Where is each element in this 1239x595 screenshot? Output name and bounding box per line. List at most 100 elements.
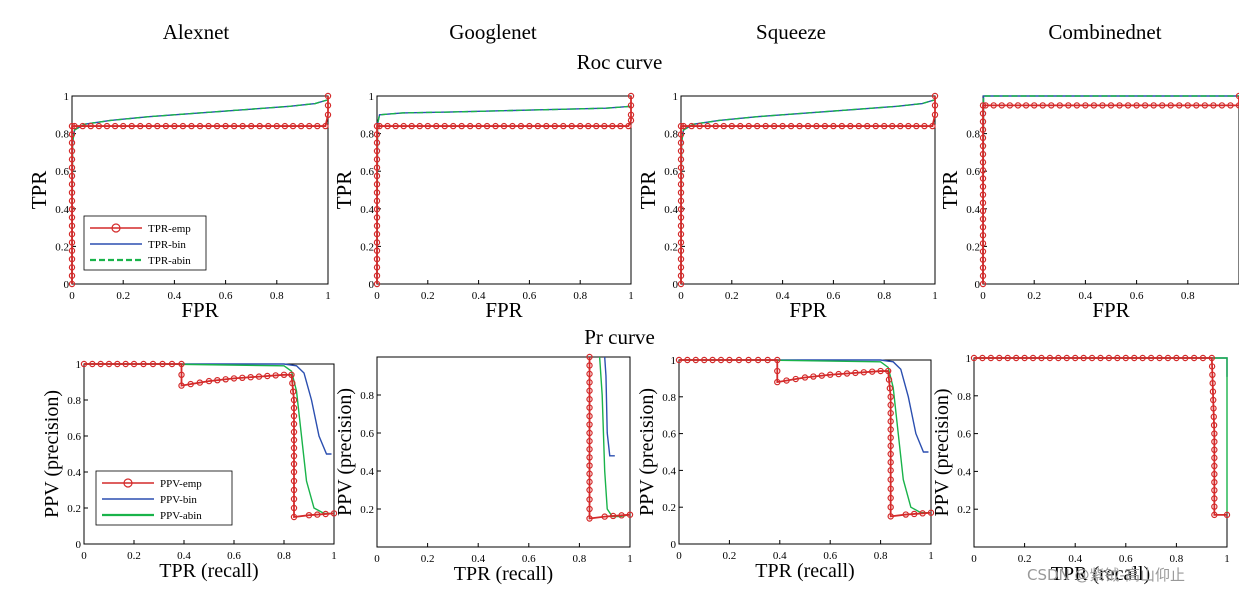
legend-label-abin: PPV-abin: [160, 510, 202, 522]
series-marker-emp: [1201, 102, 1209, 109]
series-marker-emp: [701, 356, 708, 364]
series-marker-emp: [373, 247, 381, 254]
series-marker-emp: [998, 102, 1005, 109]
series-marker-emp: [384, 122, 391, 130]
series-marker-emp: [586, 486, 593, 494]
series-marker-emp: [179, 122, 187, 130]
series-marker-emp: [1124, 102, 1132, 109]
series-marker-emp: [677, 164, 685, 171]
y-axis-label: PPV (precision): [636, 388, 658, 516]
y-axis-label: TPR: [938, 171, 962, 210]
x-tick-label: 0: [69, 290, 75, 302]
series-marker-emp: [677, 230, 685, 238]
series-marker-emp: [601, 122, 608, 130]
series-marker-emp: [979, 118, 987, 125]
series-marker-emp: [196, 379, 204, 386]
series-marker-emp: [68, 230, 76, 238]
series-marker-emp: [979, 175, 987, 182]
x-tick-label: 0.8: [874, 550, 888, 562]
series-marker-emp: [887, 459, 894, 466]
series-marker-emp: [818, 372, 826, 379]
series-marker-emp: [289, 122, 297, 130]
series-marker-emp: [1080, 354, 1087, 362]
series-marker-emp: [373, 172, 381, 180]
y-tick-label: 0: [671, 539, 677, 551]
series-marker-emp: [373, 280, 381, 288]
series-marker-emp: [887, 494, 894, 502]
series-marker-emp: [609, 512, 617, 520]
series-marker-emp: [239, 122, 246, 130]
y-tick-label: 1: [76, 359, 82, 371]
series-marker-emp: [677, 214, 685, 221]
series-marker-emp: [111, 122, 119, 130]
series-marker-emp: [887, 442, 894, 450]
series-marker-emp: [887, 418, 894, 425]
x-tick-label: 1: [325, 290, 331, 302]
legend-marker-emp: [123, 478, 133, 488]
x-tick-label: 0: [980, 290, 986, 302]
y-tick-label: 0.2: [662, 502, 676, 514]
series-marker-emp: [586, 387, 593, 394]
series-marker-emp: [543, 122, 550, 130]
series-marker-emp: [290, 412, 298, 420]
series-marker-emp: [68, 131, 76, 138]
series-marker-emp: [68, 197, 76, 205]
series-marker-emp: [290, 420, 298, 428]
series-marker-emp: [1038, 354, 1045, 362]
y-tick-label: 1: [671, 355, 677, 367]
series-marker-emp: [779, 122, 786, 130]
x-tick-label: 1: [1224, 553, 1230, 565]
series-marker-emp: [1173, 354, 1180, 362]
series-marker-emp: [979, 159, 987, 166]
series-marker-emp: [290, 404, 298, 412]
series-marker-emp: [586, 505, 593, 513]
series-marker-emp: [979, 110, 987, 117]
series-marker-emp: [979, 280, 987, 288]
series-marker-emp: [373, 122, 381, 130]
series-marker-emp: [787, 122, 795, 130]
series-marker-emp: [897, 122, 904, 130]
series-marker-emp: [577, 122, 584, 130]
series-marker-emp: [1158, 102, 1166, 109]
series-marker-emp: [373, 147, 381, 155]
series-marker-emp: [586, 404, 593, 411]
series-marker-emp: [1065, 102, 1072, 109]
series-marker-emp: [168, 360, 176, 368]
series-marker-emp: [68, 264, 76, 271]
series-marker-emp: [1210, 405, 1217, 412]
series-marker-emp: [1141, 102, 1149, 109]
series-marker-emp: [887, 401, 894, 409]
x-axis-label: TPR (recall): [454, 563, 553, 585]
row-title-roc: Roc curve: [576, 50, 663, 74]
x-tick-label: 0.2: [127, 550, 141, 562]
series-marker-emp: [178, 371, 185, 378]
series-line-abin: [982, 95, 1239, 285]
series-marker-emp: [1209, 371, 1216, 378]
series-marker-emp: [847, 122, 854, 130]
series-marker-emp: [373, 272, 381, 279]
panel-roc-combinednet: 0 0.2 0.4 0.6 0.8 0 0.2 0.4 0.6 0.8 FPR TPR: [938, 92, 1239, 322]
series-marker-emp: [887, 450, 894, 458]
y-tick-label: 0.2: [67, 503, 81, 515]
series-marker-emp: [827, 371, 834, 378]
series-marker-emp: [887, 434, 894, 441]
series-marker-emp: [586, 496, 593, 503]
series-marker-emp: [884, 367, 892, 375]
y-tick-label: 0.2: [360, 504, 374, 516]
x-tick-label: 0: [971, 553, 977, 565]
y-tick-label: 0.4: [67, 467, 81, 479]
series-marker-emp: [526, 122, 533, 130]
series-marker-emp: [709, 356, 716, 364]
series-marker-emp: [178, 360, 185, 368]
series-marker-emp: [586, 353, 593, 361]
series-marker-emp: [1211, 487, 1218, 494]
series-marker-emp: [1164, 354, 1172, 362]
y-tick-label: 0.4: [957, 466, 971, 478]
series-marker-emp: [1199, 354, 1207, 362]
y-tick-label: 0: [975, 279, 981, 291]
series-line-bin: [982, 95, 1239, 285]
series-marker-emp: [677, 131, 685, 138]
series-marker-emp: [979, 142, 987, 150]
series-marker-emp: [1210, 413, 1217, 420]
series-marker-emp: [586, 515, 593, 522]
